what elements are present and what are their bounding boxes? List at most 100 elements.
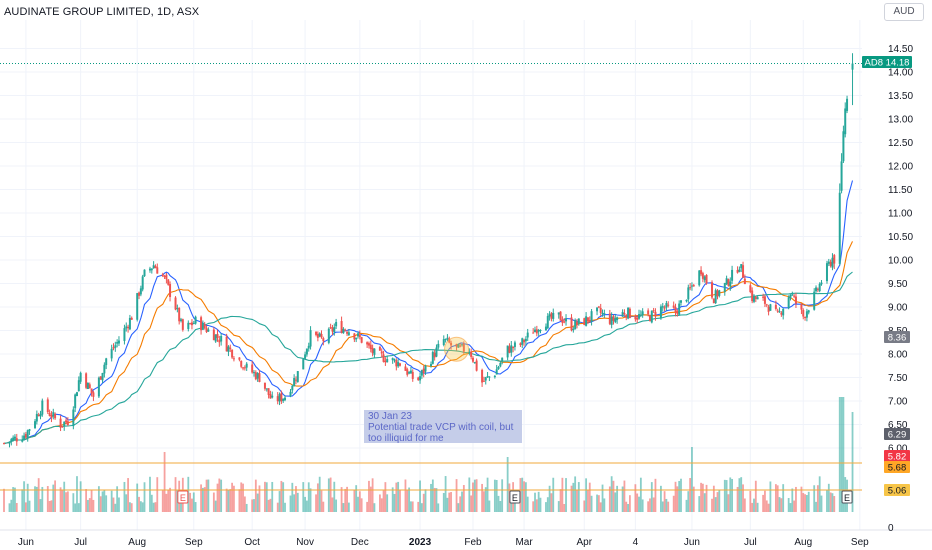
candle-body (501, 357, 504, 362)
candle-body (342, 328, 345, 334)
volume-bar (638, 496, 640, 512)
volume-bar (264, 481, 266, 512)
candle-body (647, 310, 650, 315)
volume-bar (406, 490, 409, 512)
volume-bar (28, 500, 31, 512)
candle-body (789, 294, 792, 299)
candle-body (3, 443, 5, 445)
candle-body (382, 354, 385, 362)
volume-bar (563, 503, 566, 512)
volume-bar (621, 486, 624, 512)
price-tags: AD8 14.18 8.36 6.29 5.825.68 5.06 (862, 56, 912, 497)
trade-note[interactable]: 30 Jan 23 Potential trade VCP with coil,… (364, 410, 522, 444)
volume-bar (169, 487, 171, 512)
candle-body (15, 438, 18, 442)
candle-body (523, 339, 526, 343)
volume-bar (74, 503, 77, 512)
volume-bar (346, 486, 348, 512)
volume-bar (603, 498, 606, 512)
volume-bar (523, 481, 525, 512)
candle-body (227, 346, 230, 352)
volume-bar (322, 501, 325, 512)
volume-bar (493, 479, 496, 512)
candle-body (26, 430, 29, 439)
y-tick-label: 14.00 (888, 68, 913, 79)
note-line-3: too illiquid for me (368, 433, 444, 444)
candle-body (446, 337, 449, 340)
volume-bar (674, 481, 677, 512)
candle-body (141, 276, 144, 290)
volume-bar (125, 494, 128, 512)
candle-body (752, 295, 755, 302)
price-tag-label: 6.29 (888, 430, 907, 441)
candle-body (214, 334, 217, 342)
candle-body (524, 338, 527, 342)
time-axis[interactable]: Jun Jul Aug Sep Oct Nov Dec 2023 Feb Mar Apr 4 Jun Ju… (18, 537, 869, 548)
candle-body (187, 322, 190, 330)
volume-bar (641, 499, 644, 512)
candle-body (130, 317, 133, 320)
moving-average-line (3, 180, 854, 444)
volume-bar (293, 494, 296, 512)
volume-bar (253, 499, 255, 512)
candle-body (820, 282, 823, 285)
price-axis[interactable]: 14.50 14.00 13.50 13.00 12.50 12.00 11.50 11.00… (888, 44, 913, 534)
earnings-marker-box (509, 490, 521, 504)
candle-body (138, 292, 141, 296)
volume-bar (85, 489, 88, 512)
volume-bar (360, 498, 363, 512)
volume-bar (156, 477, 159, 512)
candle-body (840, 161, 843, 191)
candle-body (636, 317, 639, 320)
volume-bar (576, 489, 578, 512)
volume-bar (587, 489, 589, 512)
candle-body (701, 273, 704, 279)
candle-body (265, 388, 268, 390)
candle-body (468, 351, 471, 354)
candle-body (200, 317, 203, 331)
volume-bar (486, 477, 489, 512)
volume-bar (743, 498, 746, 512)
candle-body (603, 313, 606, 315)
candle-body (455, 343, 458, 347)
candle-body (552, 312, 555, 319)
volume-bar (800, 486, 803, 512)
volume-bar (284, 502, 286, 512)
volume-bar (842, 397, 845, 512)
volume-bar (296, 492, 299, 512)
volume-bar (459, 496, 462, 512)
candle-body (66, 421, 69, 425)
volume-bar (831, 493, 834, 512)
volume-bar (826, 489, 828, 512)
candle-body (831, 257, 834, 268)
candle-body (357, 333, 360, 337)
currency-selector[interactable]: AUD (884, 3, 924, 21)
x-tick-label: Dec (351, 537, 369, 548)
volume-bar (565, 478, 567, 512)
candle-body (597, 306, 600, 308)
volume-bar (417, 501, 420, 512)
candle-body (156, 267, 159, 274)
volume-bar (329, 477, 332, 512)
x-tick-label: 2023 (409, 537, 432, 548)
candle-body (276, 396, 279, 402)
candle-body (601, 312, 604, 314)
candle-body (716, 290, 719, 297)
volume-bar (667, 501, 670, 512)
highlight-circle (444, 336, 470, 362)
volume-bar (46, 486, 49, 512)
x-tick-label: Nov (296, 537, 314, 548)
candle-body (305, 348, 308, 355)
volume-bar (448, 492, 451, 512)
candle-body (369, 344, 372, 350)
volume-bar (295, 486, 297, 512)
candle-body (128, 317, 131, 330)
price-tag-box (884, 461, 910, 473)
candle-body (254, 372, 257, 380)
earnings-marker: E (509, 490, 521, 504)
volume-bar (35, 486, 38, 512)
volume-bar (623, 480, 626, 512)
candle-body (422, 368, 425, 373)
candle-body (714, 290, 717, 304)
